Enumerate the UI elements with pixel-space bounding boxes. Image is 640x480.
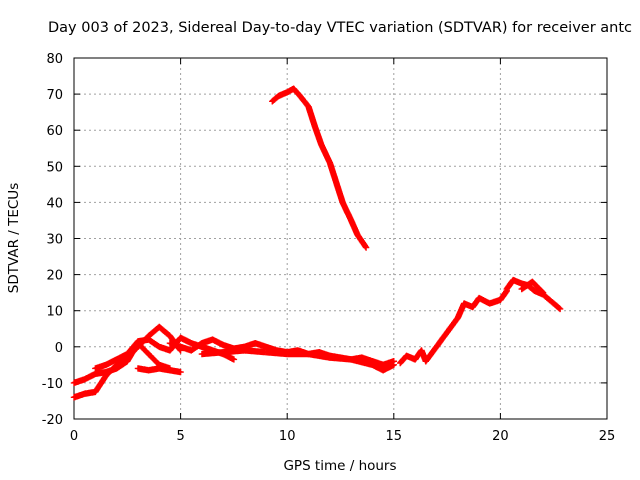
y-tick-label: 50: [46, 160, 63, 175]
y-tick-label: 70: [46, 88, 63, 103]
y-tick-label: 40: [46, 196, 63, 211]
axis-ticks: 0 5 10 15 20 25 -20 -10 0 10 20 30 40 50 60 70 80: [42, 52, 616, 444]
y-tick-label: -10: [42, 377, 63, 392]
chart-title: Day 003 of 2023, Sidereal Day-to-day VTE…: [48, 20, 632, 36]
x-tick-label: 15: [386, 429, 403, 444]
series-trail: [270, 86, 369, 250]
x-axis-label: GPS time / hours: [283, 458, 396, 474]
x-tick-label: 0: [70, 429, 78, 444]
series-arc-2: [70, 339, 174, 387]
series-arc-10: [518, 278, 547, 296]
y-tick-label: 60: [46, 124, 63, 139]
series-arc-4: [134, 365, 184, 376]
y-tick-label: -20: [42, 413, 63, 428]
y-tick-label: 30: [46, 233, 63, 248]
data-series: [70, 85, 564, 401]
x-tick-label: 25: [599, 429, 616, 444]
series-arc-8: [396, 287, 510, 367]
x-tick-label: 10: [279, 429, 296, 444]
y-tick-label: 20: [46, 269, 63, 284]
y-tick-label: 10: [46, 305, 63, 320]
series-trail: [135, 365, 183, 376]
series-trail: [519, 279, 546, 295]
plot-frame: [73, 57, 608, 420]
y-tick-label: 0: [55, 341, 63, 356]
x-tick-label: 5: [176, 429, 184, 444]
x-tick-label: 20: [492, 429, 509, 444]
series-trail: [199, 347, 396, 373]
y-axis-label: SDTVAR / TECUs: [6, 183, 22, 293]
grid-lines: [74, 58, 607, 419]
y-tick-label: 80: [46, 52, 63, 67]
series-arc-7: [269, 85, 370, 251]
series-trail: [71, 340, 173, 386]
series-trail: [397, 288, 510, 366]
series-arc-6: [198, 347, 397, 374]
